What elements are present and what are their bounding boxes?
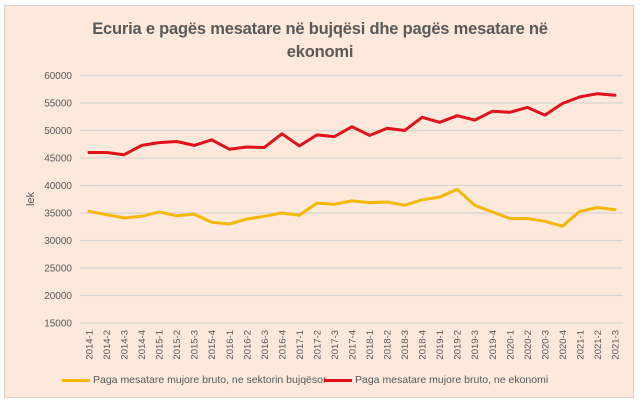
y-axis-label: lek [25, 191, 37, 206]
x-tick-label: 2021-2 [593, 330, 604, 360]
legend-item-economy: Paga mesatare mujore bruto, ne ekonomi [324, 374, 548, 386]
y-tick-label: 30000 [44, 236, 72, 247]
x-tick-label: 2015-1 [155, 330, 166, 360]
x-tick-label: 2019-3 [470, 330, 481, 360]
x-tick-label: 2018-1 [365, 330, 376, 360]
x-tick-label: 2018-4 [418, 330, 429, 360]
y-tick-label: 15000 [44, 319, 72, 330]
x-tick-label: 2015-4 [207, 330, 218, 360]
x-tick-label: 2019-2 [453, 330, 464, 360]
x-tick-label: 2017-1 [295, 330, 306, 360]
x-tick-label: 2015-2 [172, 330, 183, 360]
y-axis-ticks: 15000 20000 25000 30000 35000 40000 45000 50000… [44, 71, 72, 330]
legend-swatch-economy [324, 378, 352, 382]
x-axis-ticks: 2014-1 2014-2 2014-3 2014-4 2015-1 2015-2 2015… [85, 330, 622, 360]
chart-title-line-1: Ecuria e pagës mesatare në bujqësi dhe p… [92, 20, 548, 38]
series-line-agriculture [87, 187, 617, 228]
x-tick-label: 2014-3 [120, 330, 131, 360]
legend: Paga mesatare mujore bruto, ne sektorin … [62, 374, 630, 390]
chart-title-line-2: ekonomi [286, 43, 354, 61]
legend-item-agriculture: Paga mesatare mujore bruto, ne sektorin … [62, 374, 326, 386]
x-tick-label: 2017-2 [312, 330, 323, 360]
x-tick-label: 2018-3 [400, 330, 411, 360]
x-tick-label: 2021-3 [611, 330, 622, 360]
y-tick-label: 55000 [44, 99, 72, 110]
x-tick-label: 2017-4 [348, 330, 359, 360]
legend-label-agriculture: Paga mesatare mujore bruto, ne sektorin … [93, 374, 327, 386]
chart-panel [4, 5, 634, 398]
x-tick-label: 2021-1 [575, 330, 586, 360]
x-tick-label: 2020-4 [558, 330, 569, 360]
x-tick-label: 2014-4 [137, 330, 148, 360]
x-tick-label: 2016-2 [242, 330, 253, 360]
y-tick-label: 25000 [44, 264, 72, 275]
x-tick-label: 2020-3 [540, 330, 551, 360]
x-tick-label: 2016-4 [277, 330, 288, 360]
y-tick-label: 45000 [44, 154, 72, 165]
chart-title: Ecuria e pagës mesatare në bujqësi dhe p… [60, 18, 580, 64]
x-tick-label: 2020-1 [505, 330, 516, 360]
legend-label-economy: Paga mesatare mujore bruto, ne ekonomi [355, 374, 549, 386]
y-tick-label: 50000 [44, 126, 72, 137]
y-tick-label: 35000 [44, 209, 72, 220]
y-tick-label: 60000 [44, 71, 72, 82]
x-tick-label: 2020-2 [523, 330, 534, 360]
x-tick-label: 2016-3 [260, 330, 271, 360]
x-tick-label: 2015-3 [190, 330, 201, 360]
x-tick-label: 2014-2 [102, 330, 113, 360]
gridlines [80, 74, 623, 324]
x-tick-label: 2019-4 [488, 330, 499, 360]
y-tick-label: 40000 [44, 181, 72, 192]
y-tick-label: 20000 [44, 291, 72, 302]
x-tick-label: 2019-1 [435, 330, 446, 360]
x-tick-label: 2018-2 [383, 330, 394, 360]
x-tick-label: 2017-3 [330, 330, 341, 360]
x-tick-label: 2014-1 [85, 330, 96, 360]
series-lines [87, 92, 617, 228]
x-tick-label: 2016-1 [225, 330, 236, 360]
legend-swatch-agriculture [62, 378, 90, 382]
